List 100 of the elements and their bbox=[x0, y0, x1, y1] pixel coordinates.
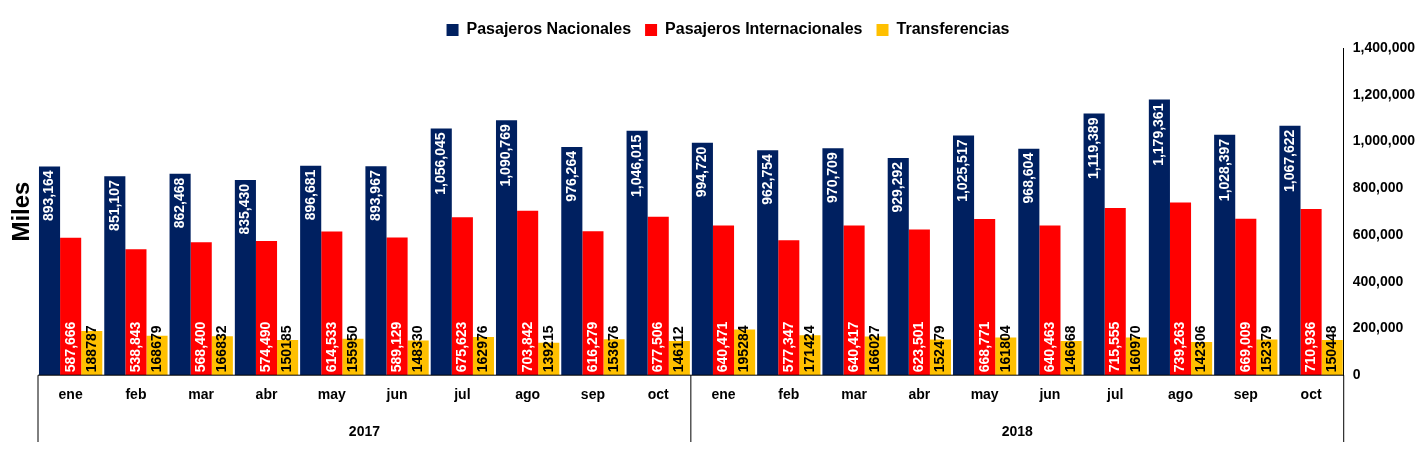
bar bbox=[626, 130, 648, 376]
data-label: 677,506 bbox=[649, 321, 666, 373]
data-label: 152379 bbox=[1257, 325, 1274, 373]
data-label: 1,025,517 bbox=[954, 139, 971, 202]
data-label: 161804 bbox=[996, 325, 1013, 373]
data-label: 616,279 bbox=[583, 321, 600, 373]
data-label: 668,771 bbox=[975, 321, 992, 373]
x-tick-label: jul bbox=[453, 386, 471, 403]
data-label: 1,090,769 bbox=[497, 124, 514, 187]
x-tick-label: abr bbox=[908, 386, 931, 403]
x-tick-label: may bbox=[317, 386, 347, 403]
x-tick-label: ago bbox=[515, 386, 541, 403]
data-label: 195284 bbox=[735, 325, 752, 373]
y-tick-label: 0 bbox=[1352, 366, 1361, 383]
bar bbox=[1083, 113, 1105, 376]
bar bbox=[691, 142, 713, 376]
data-label: 166832 bbox=[213, 325, 230, 373]
data-label: 1,119,389 bbox=[1084, 117, 1101, 180]
x-tick-label: feb bbox=[125, 386, 147, 403]
y-tick-label: 1,400,000 bbox=[1352, 38, 1416, 55]
bar bbox=[365, 166, 387, 376]
data-label: 139215 bbox=[539, 325, 556, 373]
x-tick-label: jun bbox=[1038, 386, 1061, 403]
data-label: 715,555 bbox=[1106, 321, 1123, 373]
bar bbox=[1214, 134, 1236, 376]
y-tick-label: 1,000,000 bbox=[1352, 132, 1416, 149]
x-tick-label: jul bbox=[1106, 386, 1124, 403]
bar bbox=[104, 176, 126, 376]
bar bbox=[1300, 209, 1322, 376]
data-label: 976,264 bbox=[562, 150, 579, 202]
bar bbox=[887, 158, 909, 376]
data-label: 614,533 bbox=[322, 321, 339, 373]
data-label: 739,263 bbox=[1171, 321, 1188, 373]
data-label: 968,604 bbox=[1019, 152, 1036, 204]
data-label: 669,009 bbox=[1236, 321, 1253, 373]
x-tick-label: feb bbox=[778, 386, 800, 403]
x-tick-label: mar bbox=[841, 386, 868, 403]
bar bbox=[495, 120, 518, 376]
data-label: 962,754 bbox=[758, 153, 775, 205]
data-label: 970,709 bbox=[823, 152, 840, 203]
x-tick-label: ene bbox=[58, 386, 83, 403]
data-label: 1,046,015 bbox=[627, 134, 644, 198]
data-label: 148330 bbox=[409, 325, 426, 373]
data-label: 640,471 bbox=[714, 321, 731, 373]
legend-label: Transferencias bbox=[896, 20, 1010, 38]
x-tick-label: may bbox=[970, 386, 999, 403]
data-label: 640,417 bbox=[844, 321, 861, 373]
bar bbox=[1169, 202, 1192, 376]
bar bbox=[234, 179, 256, 376]
x-tick-label: sep bbox=[1233, 386, 1258, 403]
data-label: 168679 bbox=[147, 325, 164, 373]
bar bbox=[430, 128, 452, 376]
x-tick-label: mar bbox=[188, 386, 215, 403]
x-tick-label: abr bbox=[255, 386, 278, 403]
text: 2017 bbox=[348, 422, 381, 439]
data-label: 893,967 bbox=[366, 170, 383, 221]
y-tick-label: 1,200,000 bbox=[1352, 85, 1416, 102]
data-label: 150448 bbox=[1323, 325, 1340, 373]
bar bbox=[1018, 148, 1040, 376]
data-label: 623,501 bbox=[910, 321, 927, 373]
x-tick-label: oct bbox=[1300, 386, 1322, 403]
data-label: 862,468 bbox=[170, 177, 187, 229]
data-label: 150185 bbox=[278, 325, 295, 373]
data-label: 703,842 bbox=[518, 321, 535, 373]
legend-label: Pasajeros Internacionales bbox=[665, 20, 863, 38]
data-label: 893,164 bbox=[40, 170, 57, 222]
bar bbox=[757, 150, 779, 376]
bar bbox=[952, 135, 975, 376]
data-label: 710,936 bbox=[1301, 321, 1318, 373]
data-label: 146668 bbox=[1061, 325, 1078, 373]
data-label: 152479 bbox=[931, 325, 948, 373]
data-label: 929,292 bbox=[889, 161, 906, 213]
data-label: 835,430 bbox=[236, 183, 253, 235]
data-label: 171424 bbox=[800, 325, 817, 373]
x-tick-label: ago bbox=[1168, 386, 1193, 403]
y-tick-label: 800,000 bbox=[1352, 179, 1404, 196]
data-label: 1,067,622 bbox=[1280, 129, 1297, 192]
bar bbox=[822, 148, 844, 376]
x-tick-label: jun bbox=[385, 386, 408, 403]
y-tick-label: 200,000 bbox=[1352, 319, 1404, 336]
x-tick-label: ene bbox=[711, 386, 736, 403]
data-label: 166027 bbox=[866, 325, 883, 373]
data-label: 896,681 bbox=[301, 169, 318, 221]
data-label: 577,347 bbox=[779, 321, 796, 373]
x-tick-label: oct bbox=[647, 386, 670, 403]
data-label: 851,107 bbox=[105, 180, 122, 231]
bar bbox=[1279, 125, 1301, 376]
y-tick-label: 600,000 bbox=[1352, 225, 1404, 242]
y-tick-label: 400,000 bbox=[1352, 272, 1404, 289]
data-label: 589,129 bbox=[387, 321, 404, 373]
data-label: 162976 bbox=[474, 325, 491, 373]
data-label: 155950 bbox=[343, 325, 360, 373]
bar bbox=[169, 173, 191, 376]
data-label: 146112 bbox=[670, 326, 687, 373]
data-label: 538,843 bbox=[126, 321, 143, 373]
bar bbox=[1104, 207, 1126, 376]
data-label: 574,490 bbox=[257, 321, 274, 373]
data-label: 994,720 bbox=[693, 146, 710, 198]
bar bbox=[38, 166, 61, 376]
data-label: 640,463 bbox=[1040, 321, 1057, 373]
